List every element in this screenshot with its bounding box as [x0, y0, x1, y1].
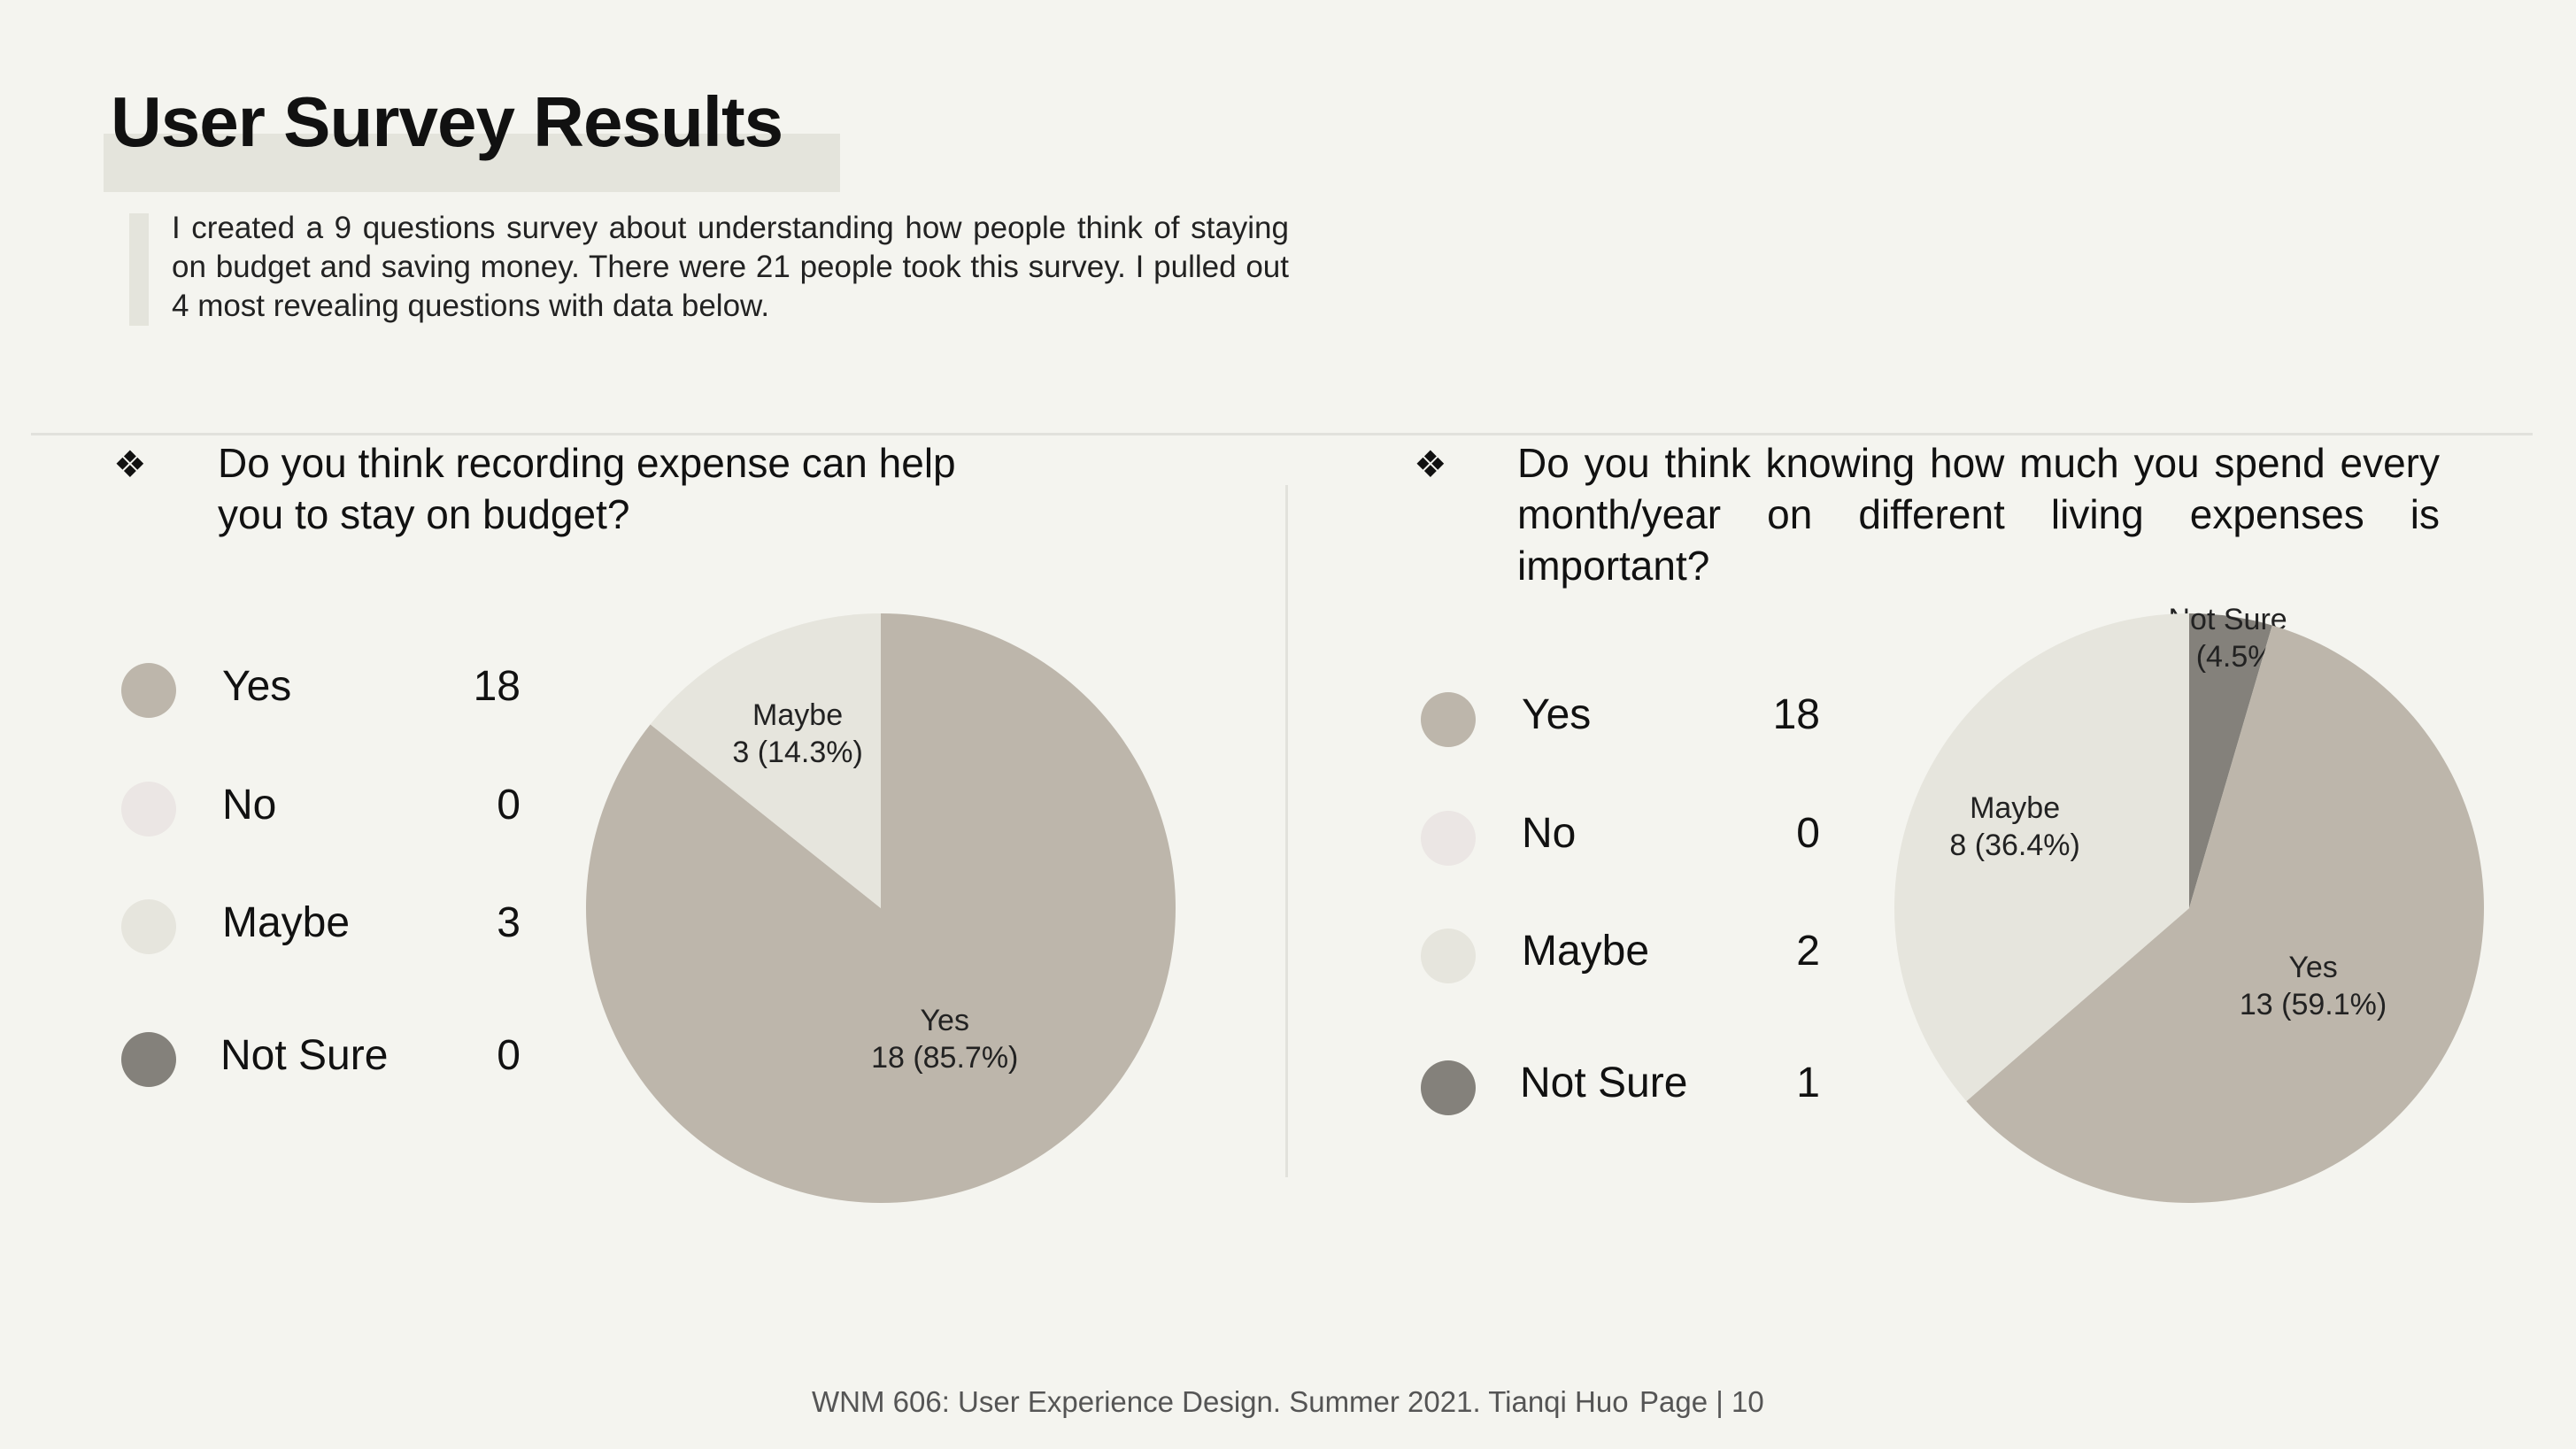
legend-1-count-no: 0 — [497, 782, 521, 829]
intro-accent-bar — [129, 213, 149, 326]
pie-2-label-maybe: Maybe — [1970, 791, 2060, 825]
legend-1-label-no: No — [222, 782, 277, 829]
column-divider — [1285, 485, 1288, 1177]
legend-1-label-not-sure: Not Sure — [220, 1032, 389, 1079]
legend-2-count-maybe: 2 — [1796, 928, 1820, 975]
legend-2-swatch-not-sure — [1421, 1060, 1476, 1115]
legend-2-count-not-sure: 1 — [1796, 1060, 1820, 1106]
legend-2-swatch-maybe — [1421, 929, 1476, 983]
pie-2-slice-yes — [1966, 625, 2484, 1203]
legend-1-count-maybe: 3 — [497, 899, 521, 946]
legend-2-swatch-no — [1421, 811, 1476, 866]
pie-1-value-yes: 18 (85.7%) — [871, 1041, 1018, 1075]
legend-2-label-not-sure: Not Sure — [1520, 1060, 1688, 1106]
pie-1-slice-maybe — [650, 613, 881, 908]
legend-1-label-maybe: Maybe — [222, 899, 351, 946]
legend-1-swatch-maybe — [121, 899, 176, 954]
pie-1-value-maybe: 3 (14.3%) — [732, 736, 862, 769]
pie-2-value-maybe: 8 (36.4%) — [1949, 829, 2079, 862]
pie-2-value-yes: 13 (59.1%) — [2240, 988, 2387, 1021]
legend-2-swatch-yes — [1421, 692, 1476, 747]
pie-1-label-maybe: Maybe — [752, 698, 843, 732]
legend-2-label-no: No — [1522, 810, 1577, 857]
title-highlight — [104, 134, 840, 192]
legend-1-count-yes: 18 — [473, 663, 521, 710]
legend-1-label-yes: Yes — [222, 663, 292, 710]
pie-2-slice-maybe — [1894, 613, 2189, 1102]
legend-2-count-no: 0 — [1796, 810, 1820, 857]
page-title: User Survey Results — [111, 82, 783, 161]
pie-1-label-yes: Yes — [921, 1004, 969, 1037]
legend-2-count-yes: 18 — [1772, 691, 1820, 738]
section-divider — [31, 433, 2533, 435]
pie-2-label-yes: Yes — [2288, 951, 2337, 984]
legend-1-swatch-yes — [121, 663, 176, 718]
legend-1-count-not-sure: 0 — [497, 1032, 521, 1079]
pie-chart-1: Yes 18 (85.7%) Maybe 3 (14.3%) — [585, 613, 1176, 1203]
legend-1-swatch-no — [121, 782, 176, 836]
question-1: Do you think recording expense can help … — [218, 440, 956, 537]
legend-2-label-maybe: Maybe — [1522, 928, 1650, 975]
pie-2-slice-not-sure — [2189, 613, 2272, 908]
bullet-icon: ❖ — [1414, 443, 1447, 485]
footer-page-number: Page | 10 — [1639, 1385, 1764, 1418]
intro-text: I created a 9 questions survey about und… — [172, 211, 1289, 323]
legend-2-label-yes: Yes — [1522, 691, 1592, 738]
question-2: Do you think knowing how much you spend … — [1517, 440, 2440, 589]
footer-course: WNM 606: User Experience Design. Summer … — [812, 1385, 1629, 1418]
legend-1-swatch-not-sure — [121, 1032, 176, 1087]
bullet-icon: ❖ — [113, 443, 147, 485]
pie-1-slice-yes — [585, 613, 1176, 1203]
